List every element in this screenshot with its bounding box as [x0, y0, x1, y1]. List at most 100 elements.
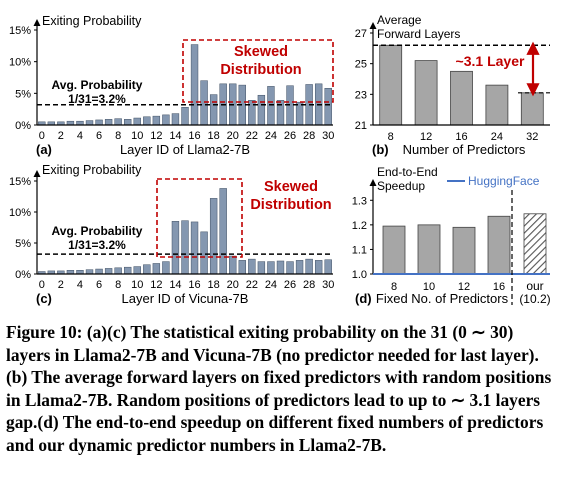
panel-b-bar — [450, 70, 473, 126]
panel-a-x-tick-label: 30 — [322, 130, 334, 142]
panel-b-x-tick-label: 24 — [491, 131, 503, 143]
panel-a-bar — [85, 120, 94, 126]
panel-b-y-tick-label: 27 — [355, 28, 367, 40]
panel-a-y-axis-arrow — [33, 19, 41, 26]
panel-a-y-tick-label: 10% — [9, 57, 31, 69]
panel-a-x-tick-label: 28 — [303, 130, 315, 142]
panel-d-label: (d) — [355, 291, 372, 306]
panel-d-legend-label: HuggingFace — [468, 174, 540, 188]
panel-c-x-tick-label: 2 — [58, 279, 64, 291]
panel-d-xlabel: Fixed No. of Predictors — [376, 291, 509, 306]
panel-c-y-tick-label: 0% — [15, 269, 31, 281]
panel-c-bar — [171, 221, 180, 275]
panel-c-bar — [152, 263, 161, 275]
panel-c-x-tick-label: 30 — [322, 279, 334, 291]
panel-c-x-tick-label: 10 — [131, 279, 143, 291]
panel-b-bar — [520, 92, 544, 126]
panel-d-x-tick-label: 8 — [391, 281, 397, 293]
panel-c-bar — [314, 260, 323, 275]
panel-c-x-tick-label: 18 — [208, 279, 220, 291]
panel-c-y-tick-label: 5% — [15, 238, 31, 250]
panel-a-y-tick-label: 15% — [9, 25, 31, 37]
panel-b-y-tick-label: 23 — [355, 89, 367, 101]
panel-a-bar — [104, 119, 113, 126]
panel-c-bar — [124, 266, 132, 275]
panel-c-x-tick-label: 14 — [169, 279, 181, 291]
panel-c-x-tick-label: 26 — [284, 279, 296, 291]
panel-c-x-tick-label: 4 — [77, 279, 83, 291]
panel-c-skew-1: Skewed — [264, 179, 318, 195]
panel-a-x-tick-label: 4 — [77, 130, 83, 142]
panel-c-bar — [162, 261, 170, 275]
panel-a-x-tick-label: 24 — [265, 130, 277, 142]
panel-b-y-tick-label: 21 — [355, 120, 367, 132]
panel-c-label: (c) — [36, 291, 52, 306]
panel-c-x-tick-label: 16 — [188, 279, 200, 291]
panel-a-bar — [114, 118, 122, 126]
panel-c-bar — [295, 260, 304, 275]
panel-d-x-tick-label: 12 — [458, 281, 470, 293]
panel-c: 0%5%10%15%0 2 4 6 8 10 12 14 16 18 20 22 24 26 28 30 Ex… — [9, 163, 334, 306]
panel-d-x-tick-label: 10 — [423, 281, 435, 293]
panel-b-x-tick-label: 12 — [420, 131, 432, 143]
panel-b-x-tick-label: 16 — [455, 131, 467, 143]
panel-c-bar — [181, 220, 189, 275]
panel-b-x-tick-label: 8 — [388, 131, 394, 143]
panel-a-bar — [181, 107, 189, 126]
panel-a-x-tick-label: 22 — [246, 130, 258, 142]
panel-c-bar — [190, 221, 199, 275]
panel-c-y-axis-arrow — [33, 170, 41, 177]
panel-d-y-axis-arrow — [369, 179, 377, 186]
panel-a-bar — [124, 119, 132, 126]
panel-b-y-axis-arrow — [369, 22, 377, 29]
panel-b-y-tick-label: 25 — [355, 59, 367, 71]
panel-d-y-tick-label: 1.3 — [352, 195, 367, 207]
panel-c-xlabel: Layer ID of Vicuna-7B — [122, 291, 249, 306]
panel-d-bar — [487, 215, 511, 275]
panel-c-bar — [95, 268, 103, 275]
panel-a-bar — [257, 94, 266, 126]
panel-a-ref-label-2: 1/31=3.2% — [68, 92, 126, 106]
panel-a-label: (a) — [36, 142, 52, 157]
panel-c-x-tick-label: 12 — [150, 279, 162, 291]
panel-c-bar — [248, 258, 256, 275]
panel-b-bars — [379, 44, 544, 126]
panel-c-y-tick-label: 10% — [9, 207, 31, 219]
panel-d-ours-label-1: our — [526, 279, 543, 293]
panel-a: 0%5%10%15%0 2 4 6 8 10 12 14 16 18 20 22 24 26 28 30 Ex… — [9, 14, 334, 157]
panel-c-ref-label-2: 1/31=3.2% — [68, 238, 126, 252]
panel-c-bar — [133, 266, 141, 275]
panel-d-bar — [452, 226, 476, 275]
panel-d-y-tick-label: 1.2 — [352, 220, 367, 232]
panel-a-bar — [95, 119, 103, 126]
panel-a-skew-1: Skewed — [234, 44, 288, 60]
panel-c-bar — [257, 261, 266, 275]
panel-c-x-tick-label: 22 — [246, 279, 258, 291]
panel-c-bar — [85, 269, 94, 275]
panel-d: 8 10 12 16 1.0 1.1 1.2 1.3 End-to-End Speedup H… — [352, 165, 551, 306]
panel-a-bar — [200, 80, 208, 126]
figure-caption: Figure 10: (a)(c) The statistical exitin… — [6, 322, 552, 455]
panel-b: 8 12 16 24 32 21 23 25 27 Average Forward Layers… — [355, 13, 550, 157]
panel-d-x-tick-label: 16 — [493, 281, 505, 293]
panel-c-y-tick-label: 15% — [9, 176, 31, 188]
panel-a-bar — [267, 86, 275, 126]
panel-a-x-tick-label: 0 — [39, 130, 45, 142]
panel-a-bar — [295, 101, 304, 126]
panel-c-bar — [200, 231, 208, 275]
panel-a-skew-box — [182, 39, 334, 103]
panel-c-bar — [267, 261, 275, 275]
panel-d-bar — [382, 225, 406, 275]
panel-c-ref-label-1: Avg. Probability — [52, 224, 143, 238]
panel-a-bar — [209, 94, 218, 126]
panel-b-title-1: Average — [377, 13, 422, 27]
panel-c-bar — [209, 198, 218, 275]
panel-d-ours-label-2: (10.2) — [519, 292, 550, 306]
panel-a-x-tick-label: 20 — [227, 130, 239, 142]
panel-a-x-tick-label: 26 — [284, 130, 296, 142]
panel-d-bar — [417, 224, 441, 275]
panel-a-bar — [190, 44, 199, 126]
panel-b-bar — [485, 84, 509, 126]
panel-a-ref-label-1: Avg. Probability — [52, 78, 143, 92]
panel-b-label: (b) — [372, 142, 389, 157]
